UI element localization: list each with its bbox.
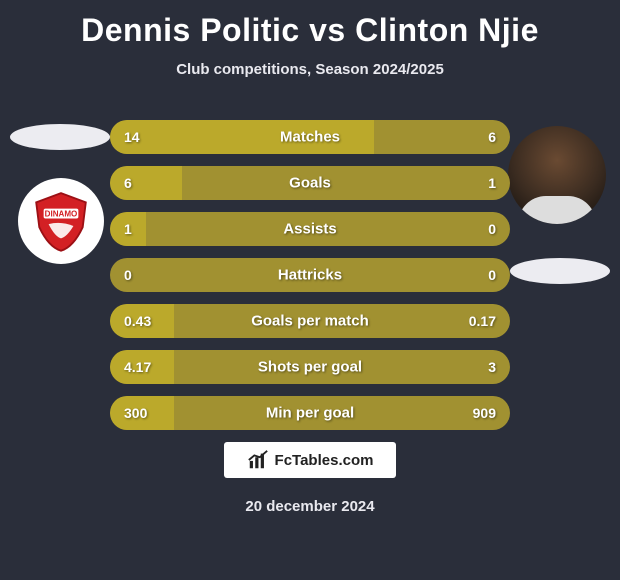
stat-label: Hattricks: [110, 267, 510, 284]
page-title: Dennis Politic vs Clinton Njie: [0, 0, 620, 49]
chart-icon: [247, 449, 269, 471]
date-label: 20 december 2024: [0, 498, 620, 515]
stat-value-right: 0: [488, 221, 496, 237]
stat-value-right: 909: [473, 405, 496, 421]
stat-label: Goals: [110, 175, 510, 192]
right-player-photo: [508, 126, 606, 224]
stat-row: 4.17Shots per goal3: [110, 350, 510, 384]
stat-label: Goals per match: [110, 313, 510, 330]
fctables-label: FcTables.com: [275, 452, 374, 469]
stat-value-right: 0.17: [469, 313, 496, 329]
stat-value-right: 1: [488, 175, 496, 191]
svg-text:DINAMO: DINAMO: [45, 210, 78, 219]
stat-row: 1Assists0: [110, 212, 510, 246]
stat-label: Min per goal: [110, 405, 510, 422]
page-subtitle: Club competitions, Season 2024/2025: [0, 61, 620, 78]
stat-row: 0Hattricks0: [110, 258, 510, 292]
dinamo-crest-icon: DINAMO: [30, 190, 92, 252]
right-country-oval: [510, 258, 610, 284]
fctables-badge[interactable]: FcTables.com: [224, 442, 396, 478]
stat-label: Shots per goal: [110, 359, 510, 376]
stat-value-right: 0: [488, 267, 496, 283]
stat-row: 6Goals1: [110, 166, 510, 200]
stat-bars: 14Matches66Goals11Assists00Hattricks00.4…: [110, 120, 510, 430]
stat-row: 300Min per goal909: [110, 396, 510, 430]
left-country-oval: [10, 124, 110, 150]
jersey-shape: [518, 196, 596, 224]
left-club-badge: DINAMO: [18, 178, 104, 264]
stat-label: Assists: [110, 221, 510, 238]
stat-label: Matches: [110, 129, 510, 146]
stat-value-right: 3: [488, 359, 496, 375]
stat-value-right: 6: [488, 129, 496, 145]
stat-row: 14Matches6: [110, 120, 510, 154]
stat-row: 0.43Goals per match0.17: [110, 304, 510, 338]
